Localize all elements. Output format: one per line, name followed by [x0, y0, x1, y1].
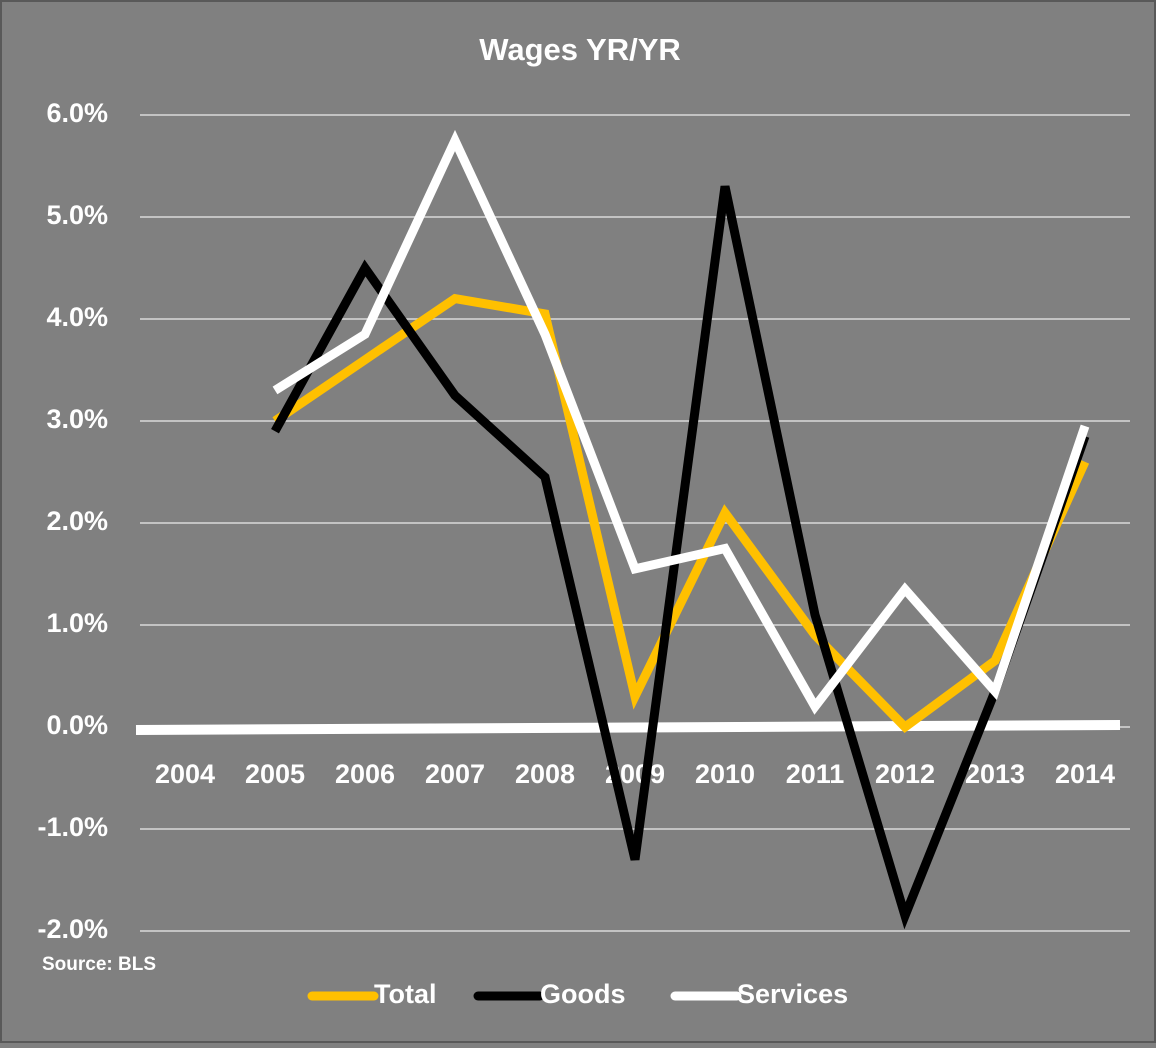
- legend-label: Goods: [540, 979, 626, 1009]
- data-line: [272, 129, 1090, 715]
- y-tick-label: 3.0%: [46, 404, 108, 434]
- y-tick-label: 2.0%: [46, 506, 108, 536]
- y-tick-label: 6.0%: [46, 98, 108, 128]
- zero-axis-line: [135, 720, 1121, 735]
- chart-title: Wages YR/YR: [479, 32, 681, 67]
- x-tick-label: 2012: [875, 759, 935, 789]
- x-tick-label: 2006: [335, 759, 395, 789]
- source-note: Source: BLS: [42, 954, 156, 975]
- x-tick-label: 2014: [1055, 759, 1115, 789]
- x-tick-label: 2010: [695, 759, 755, 789]
- data-line: [271, 185, 1090, 930]
- x-tick-label: 2007: [425, 759, 485, 789]
- legend-label: Total: [374, 979, 437, 1009]
- y-tick-label: 5.0%: [46, 200, 108, 230]
- x-tick-label: 2008: [515, 759, 575, 789]
- x-tick-label: 2005: [245, 759, 305, 789]
- y-tick-label: 1.0%: [46, 608, 108, 638]
- y-tick-label: 0.0%: [46, 710, 108, 740]
- y-tick-label: -1.0%: [37, 812, 108, 842]
- legend-label: Services: [737, 979, 848, 1009]
- y-tick-label: -2.0%: [37, 914, 108, 944]
- x-tick-label: 2011: [786, 759, 845, 789]
- x-tick-label: 2013: [965, 759, 1025, 789]
- y-tick-label: 4.0%: [46, 302, 108, 332]
- x-tick-label: 2004: [155, 759, 215, 789]
